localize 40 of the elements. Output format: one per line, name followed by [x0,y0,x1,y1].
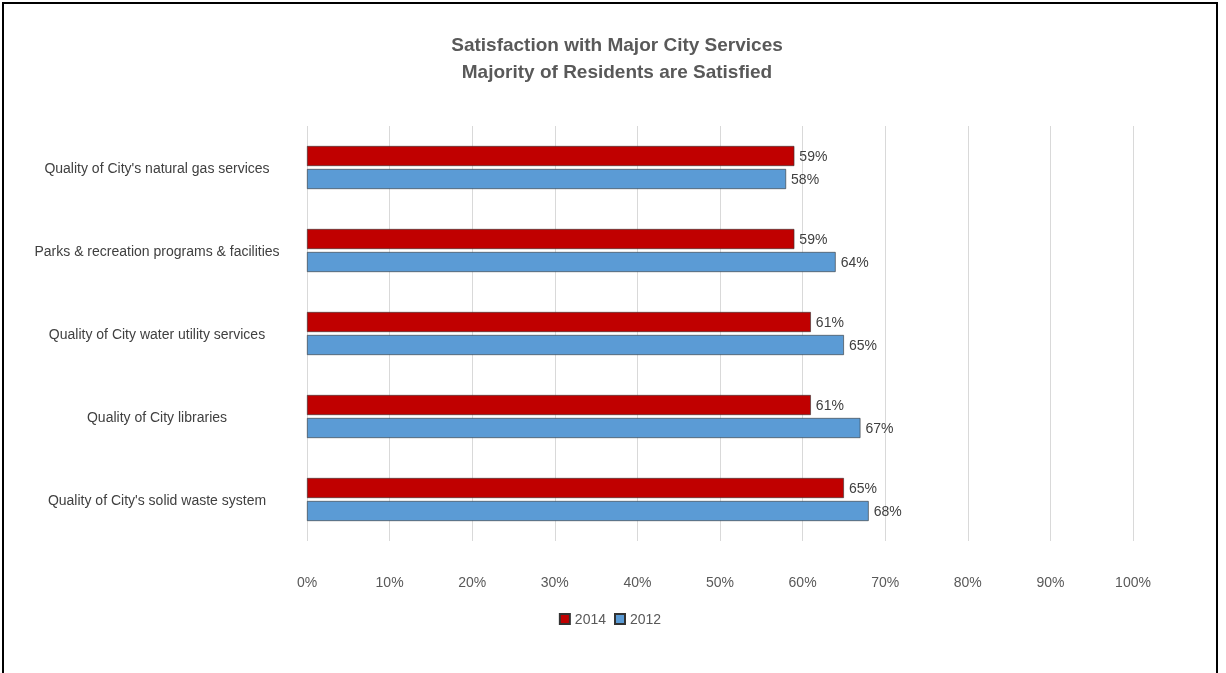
x-tick-label: 60% [788,574,817,590]
x-tick-label: 100% [1115,574,1151,590]
x-tick-label: 50% [705,574,735,590]
bar [307,478,844,498]
y-tick-label: Quality of City's natural gas services [44,159,270,176]
y-tick-label: Quality of City libraries [86,408,228,425]
data-label: 65% [848,337,877,353]
x-tick-label: 0% [296,574,318,590]
y-tick-label: Quality of City's solid waste system [47,491,267,508]
x-tick-label: 10% [375,574,404,590]
bar [307,229,795,249]
data-label: 67% [865,420,894,436]
x-tick-label: 80% [953,574,982,590]
x-tick-label: 90% [1036,574,1065,590]
data-label: 65% [848,480,877,496]
x-tick-label: 20% [458,574,487,590]
data-label: 59% [799,231,828,247]
legend-label: 2014 [574,611,607,627]
bar [307,395,811,415]
bar [307,169,787,189]
data-label: 61% [815,314,844,330]
bar [307,418,861,438]
data-label: 59% [799,148,828,164]
y-tick-label: Quality of City water utility services [48,325,266,342]
bar [307,335,844,355]
x-tick-label: 70% [871,574,900,590]
bar [307,501,869,521]
data-label: 61% [815,397,844,413]
data-label: 64% [840,254,869,270]
bar [307,312,811,332]
legend-label: 2012 [630,611,662,627]
y-tick-label: Parks & recreation programs & facilities [34,242,280,259]
x-tick-label: 30% [540,574,569,590]
chart-subtitle: Majority of Residents are Satisfied [461,61,773,82]
data-label: 68% [873,503,902,519]
x-tick-label: 40% [623,574,652,590]
chart-title: Satisfaction with Major City Services [451,34,783,55]
data-label: 58% [791,171,820,187]
bar [307,146,795,166]
bar [307,252,836,272]
